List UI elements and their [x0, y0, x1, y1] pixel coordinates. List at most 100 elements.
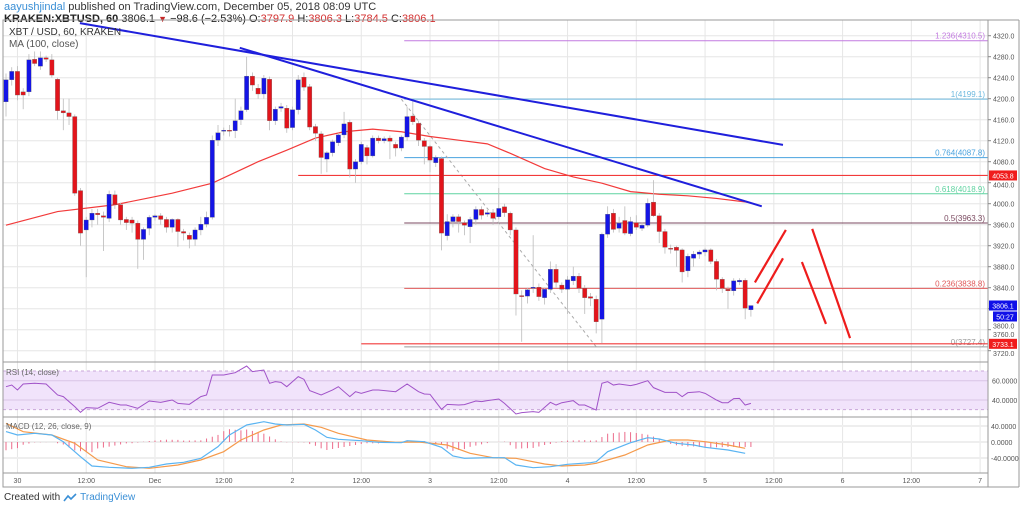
trendline[interactable] [79, 22, 784, 146]
price-pane[interactable]: 1.236(4310.5) 1(4199.1) 0.764(4087.8) 0.618… [3, 22, 988, 348]
candle [542, 287, 547, 305]
candle-body [639, 225, 645, 229]
candle-body [656, 215, 662, 232]
candle [255, 84, 261, 99]
forecast-arrow-line[interactable] [753, 229, 787, 284]
candle-body [691, 253, 696, 259]
candle-body [679, 249, 685, 273]
candle [89, 208, 95, 228]
trendline[interactable] [239, 46, 763, 208]
candle-body [484, 212, 490, 215]
macd-legend: MACD (12, 26, close, 9) [6, 422, 92, 431]
price-level-badge-text: 4053.8 [992, 173, 1014, 180]
candle-body [582, 288, 588, 298]
candle-body [324, 152, 330, 160]
candle-body [525, 289, 530, 297]
candle [38, 51, 43, 70]
rsi-band-fill [3, 371, 988, 410]
forecast-arrow-line[interactable] [811, 228, 852, 339]
candle-body [731, 280, 737, 292]
forecast-arrow-line[interactable] [756, 257, 784, 304]
candle-body [628, 221, 633, 234]
candle [376, 135, 381, 144]
candle-body [576, 275, 582, 289]
candle [656, 213, 662, 244]
price-tick-label: 3760.0 [993, 332, 1015, 339]
candle-body [66, 112, 72, 117]
candle-body [267, 79, 272, 121]
candle-body [295, 79, 301, 110]
candle-body [633, 222, 639, 228]
price-tick-label: 4040.0 [993, 182, 1015, 189]
price-tick-label: 3720.0 [993, 351, 1015, 358]
author-link[interactable]: aayushjindal [4, 1, 66, 13]
candle [66, 98, 72, 125]
candle-body [290, 109, 295, 128]
candle [633, 215, 639, 230]
candle [335, 132, 341, 146]
fib-level-label: 0.764(4087.8) [935, 149, 985, 158]
candle-body [15, 71, 20, 96]
candle [112, 190, 118, 209]
candle-body [748, 305, 754, 310]
candle-body [284, 108, 290, 129]
pane-frame [2, 19, 1020, 488]
candle [565, 276, 570, 314]
macd-pane[interactable] [5, 421, 752, 469]
candle-body [250, 75, 255, 86]
candle-body [536, 287, 542, 297]
candle-body [318, 133, 324, 158]
candle [725, 286, 731, 309]
candle-body [719, 279, 725, 289]
candle-body [542, 289, 547, 298]
tradingview-link[interactable]: TradingView [80, 492, 136, 503]
candle [267, 76, 272, 131]
candle-body [164, 219, 169, 228]
candle [582, 285, 588, 314]
candle [433, 155, 439, 167]
candle-body [588, 296, 593, 299]
candle [118, 202, 123, 225]
time-tick-label: 12:00 [490, 478, 508, 485]
price-tick-label: 4160.0 [993, 118, 1015, 125]
candle-body [416, 123, 421, 141]
candle [244, 56, 250, 112]
candle [628, 216, 633, 237]
candle-body [353, 161, 358, 170]
candle [387, 135, 393, 160]
candle [421, 138, 427, 165]
chart-canvas[interactable]: 1.236(4310.5) 1(4199.1) 0.764(4087.8) 0.618… [0, 0, 1023, 490]
candle [599, 232, 605, 344]
triangle-down-icon: ▼ [158, 14, 167, 24]
candle-body [725, 289, 731, 291]
candle-body [209, 140, 215, 218]
candle-body [330, 141, 335, 153]
candle-body [187, 235, 192, 240]
candle [467, 216, 473, 244]
candle [26, 54, 32, 97]
candle [410, 98, 416, 125]
forecast-arrow-line[interactable] [800, 261, 827, 325]
candle-body [742, 280, 748, 309]
candle-body [530, 287, 536, 289]
macd-tick-label: 0.0000 [991, 440, 1013, 447]
candle [450, 214, 456, 228]
candle [479, 206, 484, 220]
rsi-legend: RSI (14, close) [6, 368, 59, 377]
candle-body [198, 224, 204, 231]
candle-body [364, 147, 370, 157]
candle [175, 218, 181, 247]
candle [261, 75, 267, 99]
price-tick-label: 3880.0 [993, 265, 1015, 272]
price-tick-label: 3800.0 [993, 323, 1015, 330]
candle [295, 75, 301, 115]
candle-body [611, 212, 616, 230]
price-tick-label: 4320.0 [993, 34, 1015, 41]
candle [748, 305, 754, 317]
created-with-text: Created with [4, 492, 61, 503]
rsi-pane[interactable] [5, 365, 752, 415]
rsi-band [3, 370, 988, 411]
candle [43, 55, 49, 62]
candle-body [519, 295, 525, 297]
last-price-badge-text: 3806.1 [992, 303, 1014, 310]
